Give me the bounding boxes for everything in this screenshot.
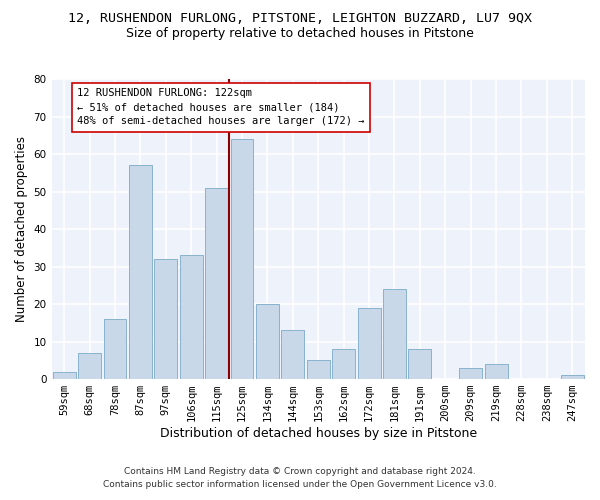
Bar [409, 349, 431, 379]
Bar [129, 166, 152, 379]
Bar [230, 139, 253, 379]
Bar [78, 353, 101, 379]
X-axis label: Distribution of detached houses by size in Pitstone: Distribution of detached houses by size … [160, 427, 477, 440]
Bar [154, 259, 177, 379]
Bar [459, 368, 482, 379]
Text: Contains public sector information licensed under the Open Government Licence v3: Contains public sector information licen… [103, 480, 497, 489]
Bar [561, 376, 584, 379]
Bar [205, 188, 228, 379]
Y-axis label: Number of detached properties: Number of detached properties [15, 136, 28, 322]
Bar [358, 308, 380, 379]
Bar [180, 256, 203, 379]
Text: 12 RUSHENDON FURLONG: 122sqm
← 51% of detached houses are smaller (184)
48% of s: 12 RUSHENDON FURLONG: 122sqm ← 51% of de… [77, 88, 364, 126]
Bar [256, 304, 279, 379]
Text: Size of property relative to detached houses in Pitstone: Size of property relative to detached ho… [126, 28, 474, 40]
Bar [281, 330, 304, 379]
Bar [104, 319, 127, 379]
Text: Contains HM Land Registry data © Crown copyright and database right 2024.: Contains HM Land Registry data © Crown c… [124, 467, 476, 476]
Bar [53, 372, 76, 379]
Bar [332, 349, 355, 379]
Bar [485, 364, 508, 379]
Bar [307, 360, 330, 379]
Bar [383, 289, 406, 379]
Text: 12, RUSHENDON FURLONG, PITSTONE, LEIGHTON BUZZARD, LU7 9QX: 12, RUSHENDON FURLONG, PITSTONE, LEIGHTO… [68, 12, 532, 26]
